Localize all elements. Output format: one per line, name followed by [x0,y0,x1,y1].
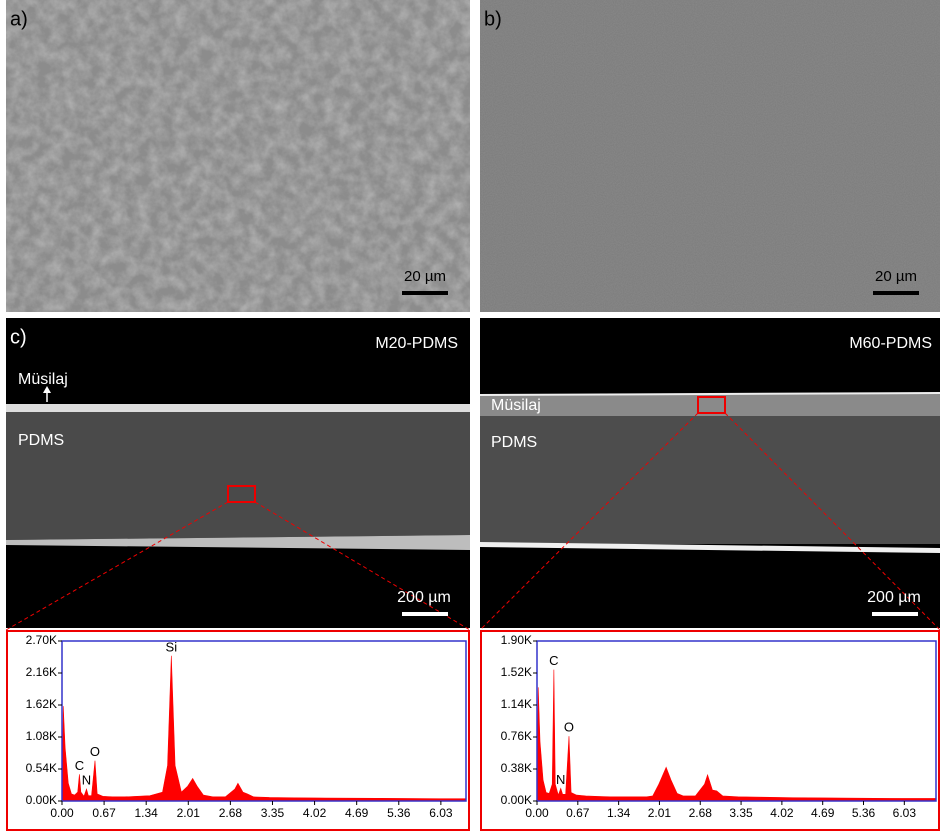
spectrum [62,656,466,801]
y-tick-label: 1.90K [501,633,532,647]
y-tick-label: 1.14K [501,697,532,711]
y-tick-label: 1.08K [26,729,57,743]
spectrum [537,670,936,801]
peak-label: C [549,653,558,668]
scale-bar-label: 200 µm [867,589,921,606]
panel-label: c) [10,326,27,348]
y-tick-label: 2.70K [26,633,57,647]
x-tick-label: 0.67 [566,806,590,820]
peak-label: O [564,720,574,735]
x-tick-label: 2.68 [219,806,243,820]
pdms-layer [480,416,940,544]
x-tick-label: 2.01 [177,806,201,820]
layer-label: PDMS [18,432,64,449]
scale-bar [872,612,918,616]
plot-frame [537,641,936,801]
x-tick-label: 4.02 [303,806,327,820]
x-tick-label: 0.67 [92,806,116,820]
texture [6,0,470,312]
x-tick-label: 2.68 [689,806,713,820]
x-tick-label: 4.69 [345,806,369,820]
x-tick-label: 0.00 [525,806,549,820]
scale-bar [402,291,448,295]
scale-bar-label: 20 µm [404,268,446,285]
y-tick-label: 1.62K [26,697,57,711]
y-tick-label: 0.00K [501,793,532,807]
plot-frame [62,641,466,801]
x-tick-label: 0.00 [50,806,74,820]
x-tick-label: 6.03 [893,806,917,820]
panel-b: b) 20 µm [480,0,940,312]
panel-a: a) 20 µm [6,0,470,312]
scale-bar-label: 200 µm [397,589,451,606]
y-tick-label: 2.16K [26,665,57,679]
layer-label: Müsilaj [18,371,68,388]
panel-label: b) [484,8,502,30]
peak-label: N [556,772,565,787]
y-tick-label: 0.38K [501,761,532,775]
scale-bar [402,612,448,616]
peak-label: O [90,744,100,759]
y-tick-label: 0.54K [26,761,57,775]
panel-label: a) [10,8,28,30]
peak-label: C [75,758,84,773]
pdms-layer [6,412,470,540]
x-tick-label: 6.03 [429,806,453,820]
sample-label: M20-PDMS [375,335,458,352]
y-tick-label: 0.76K [501,729,532,743]
scale-bar [873,291,919,295]
layer-label: Müsilaj [491,397,541,414]
x-tick-label: 3.35 [729,806,753,820]
peak-label: N [82,773,91,788]
scale-bar-label: 20 µm [875,268,917,285]
panel-c-right: M60-PDMS Müsilaj PDMS 200 µm [480,318,940,630]
sample-label: M60-PDMS [849,335,932,352]
y-tick-label: 0.00K [26,793,57,807]
layer-label: PDMS [491,434,537,451]
x-tick-label: 4.02 [770,806,794,820]
x-tick-label: 1.34 [607,806,631,820]
figure: a) 20 µm b) 20 µm c) M20-PDMS Müsilaj PD… [0,0,940,831]
panel-c-left: c) M20-PDMS Müsilaj PDMS 200 µm [6,318,470,630]
y-tick-label: 1.52K [501,665,532,679]
x-tick-label: 3.35 [261,806,285,820]
x-tick-label: 5.36 [852,806,876,820]
x-tick-label: 5.36 [387,806,411,820]
x-tick-label: 1.34 [135,806,159,820]
x-tick-label: 2.01 [648,806,672,820]
musilaj-layer [6,404,470,412]
peak-label: Si [166,639,178,654]
x-tick-label: 4.69 [811,806,835,820]
texture [480,0,940,312]
